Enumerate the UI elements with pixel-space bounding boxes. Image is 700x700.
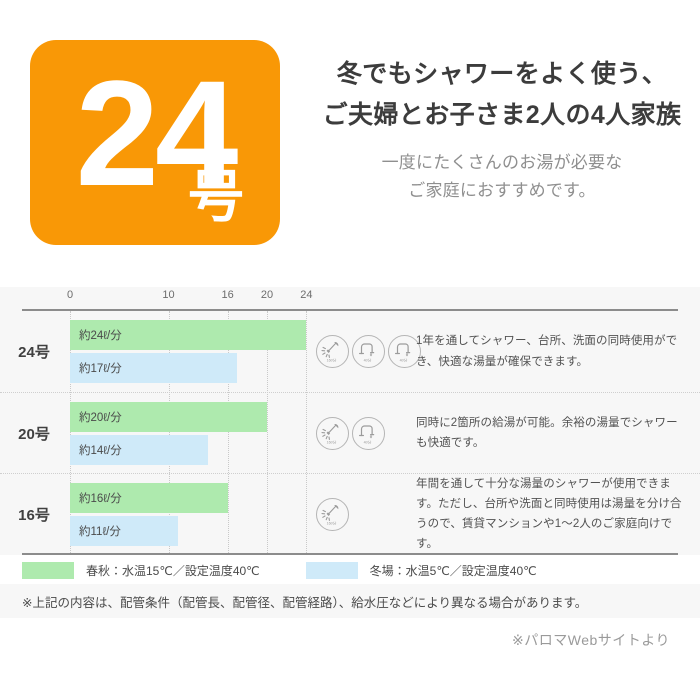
bar-green: 約16ℓ/分	[70, 483, 228, 513]
svg-text:4ℓ/分: 4ℓ/分	[400, 357, 408, 362]
gridline	[306, 311, 308, 555]
faucet-icon: 4ℓ/分	[352, 335, 385, 368]
chart-row: 20号 約20ℓ/分 約14ℓ/分 16ℓ/分 4ℓ/分 同時に2箇所の給湯が可能。余裕の…	[0, 392, 700, 473]
legend-swatch-blue	[305, 561, 358, 579]
row-label-20号: 20号	[18, 425, 50, 443]
bar-value-label: 約16ℓ/分	[79, 493, 122, 505]
shower-icon: 16ℓ/分	[316, 416, 349, 450]
axis-tick-label: 16	[221, 289, 234, 301]
bar-green: 約24ℓ/分	[70, 320, 307, 350]
axis-top-rule	[22, 309, 678, 311]
gridline	[227, 311, 229, 555]
row-description-text: 年間を通して十分な湯量のシャワーが使用できます。ただし、台所や洗面と同時使用は湯…	[416, 477, 682, 551]
svg-text:16ℓ/分: 16ℓ/分	[327, 357, 337, 362]
svg-text:4ℓ/分: 4ℓ/分	[364, 357, 372, 362]
bar-value-label: 約24ℓ/分	[79, 330, 122, 342]
capacity-number: 24	[75, 49, 239, 217]
legend-item-winter: 冬場：水温5℃／設定温度40℃	[305, 561, 537, 579]
gridline	[168, 311, 170, 555]
bar-blue: 約17ℓ/分	[70, 353, 238, 383]
bar-value-label: 約20ℓ/分	[79, 412, 122, 424]
hero-subtext-line1: 一度にたくさんのお湯が必要な	[381, 152, 623, 172]
row-icons: 16ℓ/分 4ℓ/分 4ℓ/分	[316, 311, 421, 392]
chart-row: 24号 約24ℓ/分 約17ℓ/分 16ℓ/分 4ℓ/分 4ℓ/分 1年を通してシャワー、台…	[0, 311, 700, 392]
legend-label-spring-autumn: 春秋：水温15℃／設定温度40℃	[86, 563, 260, 578]
svg-text:4ℓ/分: 4ℓ/分	[364, 439, 372, 444]
row-description: 同時に2箇所の給湯が可能。余裕の湯量でシャワーも快適です。	[416, 393, 686, 473]
capacity-unit: 号	[188, 165, 244, 228]
gridline	[267, 311, 268, 555]
hero-headline-line2: ご夫婦とお子さま2人の4人家族	[322, 101, 682, 130]
legend-item-spring-autumn: 春秋：水温15℃／設定温度40℃	[22, 561, 260, 579]
chart-row: 16号 約16ℓ/分 約11ℓ/分 16ℓ/分 年間を通して十分な湯量のシャワーが使用で…	[0, 473, 700, 554]
gridline	[70, 311, 71, 555]
hero-subtext-line2: ご家庭におすすめです。	[408, 180, 596, 200]
axis-tick-label: 10	[162, 289, 175, 301]
row-icons: 16ℓ/分	[316, 474, 412, 554]
row-description-text: 1年を通してシャワー、台所、洗面の同時使用ができ、快適な湯量が確保できます。	[416, 335, 678, 368]
svg-text:16ℓ/分: 16ℓ/分	[327, 439, 337, 444]
row-bars: 約24ℓ/分 約17ℓ/分	[70, 311, 700, 392]
hero-headline-line1: 冬でもシャワーをよく使う、	[336, 60, 668, 88]
chart-x-axis: 0 10 16 20 24	[0, 287, 700, 310]
svg-text:16ℓ/分: 16ℓ/分	[327, 520, 337, 525]
legend-label-winter: 冬場：水温5℃／設定温度40℃	[369, 563, 537, 578]
row-description: 1年を通してシャワー、台所、洗面の同時使用ができ、快適な湯量が確保できます。	[416, 311, 686, 392]
row-label-16号: 16号	[18, 506, 50, 524]
chart-legend: 春秋：水温15℃／設定温度40℃ 冬場：水温5℃／設定温度40℃	[0, 556, 700, 584]
axis-tick-label: 24	[300, 289, 313, 301]
row-icons: 16ℓ/分 4ℓ/分	[316, 393, 412, 473]
comparison-chart-panel: 0 10 16 20 24 24号 約24ℓ/分 約17ℓ/分 16ℓ/分 4ℓ/分 4ℓ/分 1年…	[0, 287, 700, 555]
capacity-badge: 24 号	[30, 40, 280, 245]
bar-value-label: 約14ℓ/分	[79, 445, 122, 457]
faucet-icon: 4ℓ/分	[352, 416, 385, 450]
chart-rows: 24号 約24ℓ/分 約17ℓ/分 16ℓ/分 4ℓ/分 4ℓ/分 1年を通してシャワー、台…	[0, 311, 700, 555]
hero-text-block: 冬でもシャワーをよく使う、 ご夫婦とお子さま2人の4人家族 一度にたくさんのお湯…	[280, 40, 700, 205]
bar-value-label: 約17ℓ/分	[79, 363, 122, 375]
row-bars: 約20ℓ/分 約14ℓ/分	[70, 393, 700, 473]
shower-icon: 16ℓ/分	[316, 497, 349, 531]
hero-section: 24 号 冬でもシャワーをよく使う、 ご夫婦とお子さま2人の4人家族 一度にたく…	[0, 40, 700, 275]
bar-blue: 約14ℓ/分	[70, 435, 208, 465]
row-label-24号: 24号	[18, 344, 50, 361]
row-description-text: 同時に2箇所の給湯が可能。余裕の湯量でシャワーも快適です。	[416, 416, 678, 449]
shower-icon: 16ℓ/分	[316, 335, 349, 368]
source-attribution: ※パロマWebサイトより	[512, 632, 670, 648]
bar-value-label: 約11ℓ/分	[79, 526, 121, 538]
legend-swatch-green	[22, 561, 74, 579]
faucet-icon: 4ℓ/分	[388, 335, 421, 368]
axis-tick-label: 20	[260, 289, 274, 301]
bar-green: 約20ℓ/分	[70, 402, 267, 432]
row-bars: 約16ℓ/分 約11ℓ/分	[70, 474, 700, 554]
axis-tick-label: 0	[66, 289, 74, 301]
bar-blue: 約11ℓ/分	[70, 516, 179, 546]
footnote-text: ※上記の内容は、配管条件（配管長、配管径、配管経路）、給水圧などにより異なる場合…	[22, 595, 588, 610]
axis-bottom-rule	[22, 553, 678, 555]
row-description: 年間を通して十分な湯量のシャワーが使用できます。ただし、台所や洗面と同時使用は湯…	[416, 474, 686, 554]
footnote-band: ※上記の内容は、配管条件（配管長、配管径、配管経路）、給水圧などにより異なる場合…	[0, 584, 700, 618]
